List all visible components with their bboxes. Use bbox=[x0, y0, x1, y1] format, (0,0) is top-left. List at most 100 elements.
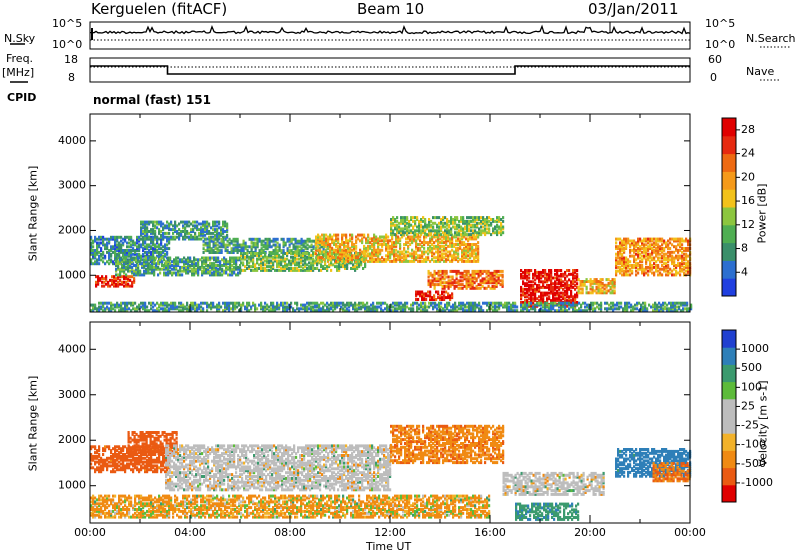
power-cell bbox=[474, 223, 477, 227]
power-cell bbox=[542, 295, 545, 299]
power-cell bbox=[542, 284, 545, 287]
power-cell bbox=[108, 239, 111, 243]
power-cell bbox=[645, 265, 648, 269]
power-cell bbox=[619, 271, 622, 275]
power-cell bbox=[250, 245, 253, 249]
power-cell bbox=[681, 256, 684, 260]
power-cell bbox=[445, 243, 448, 246]
power-cell bbox=[320, 265, 323, 269]
power-cell bbox=[597, 285, 600, 289]
power-cell bbox=[98, 262, 101, 266]
power-cell bbox=[530, 269, 533, 272]
power-cell bbox=[124, 249, 127, 252]
power-cell bbox=[359, 252, 362, 256]
power-cell bbox=[115, 262, 118, 266]
power-cell bbox=[118, 247, 121, 251]
power-cell bbox=[623, 250, 626, 254]
power-cell bbox=[274, 257, 277, 261]
power-cell bbox=[195, 258, 198, 262]
power-cell bbox=[256, 261, 259, 265]
power-cell bbox=[621, 243, 624, 247]
power-cell bbox=[154, 249, 157, 252]
power-cell bbox=[226, 307, 229, 311]
power-cell bbox=[581, 291, 584, 295]
power-cell bbox=[334, 303, 337, 307]
power-cell bbox=[278, 303, 281, 307]
power-cell bbox=[560, 295, 563, 299]
power-cell bbox=[522, 282, 525, 286]
power-cell bbox=[339, 256, 342, 260]
power-cell bbox=[423, 296, 426, 300]
power-cell bbox=[329, 258, 332, 262]
power-cell bbox=[621, 267, 624, 271]
power-cell bbox=[296, 267, 299, 270]
power-cell bbox=[130, 252, 133, 256]
power-cell bbox=[179, 260, 182, 264]
power-cell bbox=[195, 267, 198, 271]
power-cell bbox=[193, 264, 196, 267]
power-cell bbox=[321, 239, 324, 243]
power-cell bbox=[530, 295, 533, 299]
power-cell bbox=[627, 265, 630, 269]
power-cell bbox=[268, 245, 271, 249]
power-cell bbox=[425, 292, 428, 296]
power-cell bbox=[528, 269, 531, 272]
power-cell bbox=[154, 245, 157, 249]
power-cell bbox=[361, 239, 364, 243]
power-cell bbox=[391, 259, 394, 263]
power-cell bbox=[193, 271, 196, 275]
power-cell bbox=[437, 246, 440, 250]
power-cell bbox=[468, 301, 471, 305]
power-cell bbox=[441, 244, 444, 248]
power-cell bbox=[125, 273, 128, 277]
power-cell bbox=[155, 265, 158, 269]
power-cell bbox=[522, 274, 525, 278]
power-cell bbox=[127, 260, 130, 264]
power-cell bbox=[177, 264, 180, 267]
power-cell bbox=[153, 271, 156, 275]
power-cell bbox=[237, 271, 240, 275]
power-cell bbox=[128, 250, 131, 254]
power-cell bbox=[387, 246, 390, 250]
power-cell bbox=[166, 220, 169, 224]
power-cell bbox=[167, 265, 170, 269]
power-cell bbox=[156, 237, 159, 241]
power-cell bbox=[232, 247, 235, 251]
power-cell bbox=[260, 268, 263, 272]
power-cell bbox=[460, 216, 463, 220]
power-cell bbox=[488, 219, 491, 223]
power-cell bbox=[364, 263, 367, 267]
power-cell bbox=[445, 296, 448, 300]
power-cell bbox=[246, 253, 249, 257]
power-cell bbox=[667, 239, 670, 243]
power-cell bbox=[130, 243, 133, 247]
power-cell bbox=[108, 250, 111, 254]
power-cell bbox=[439, 296, 442, 300]
power-cell bbox=[268, 255, 271, 259]
power-cell bbox=[167, 260, 170, 264]
power-cell bbox=[657, 243, 660, 247]
power-cell bbox=[405, 243, 408, 246]
power-cell bbox=[290, 305, 293, 309]
power-cell bbox=[438, 303, 441, 307]
power-cell bbox=[125, 265, 128, 269]
power-cell bbox=[188, 237, 191, 241]
power-cell bbox=[122, 309, 125, 313]
power-cell bbox=[346, 301, 349, 305]
power-cell bbox=[631, 265, 634, 269]
power-cell bbox=[532, 293, 535, 297]
power-cell bbox=[421, 294, 424, 298]
power-cell bbox=[444, 309, 447, 313]
power-cell bbox=[206, 249, 209, 253]
power-cell bbox=[300, 261, 303, 265]
power-cell bbox=[681, 258, 684, 262]
power-cell bbox=[422, 305, 425, 309]
power-cell bbox=[292, 247, 295, 251]
power-cell bbox=[355, 259, 358, 263]
power-cell bbox=[250, 265, 253, 269]
power-cell bbox=[373, 246, 376, 250]
power-cell bbox=[222, 301, 225, 305]
power-cell bbox=[154, 231, 157, 235]
power-cell bbox=[465, 243, 468, 246]
power-cell bbox=[94, 250, 97, 254]
